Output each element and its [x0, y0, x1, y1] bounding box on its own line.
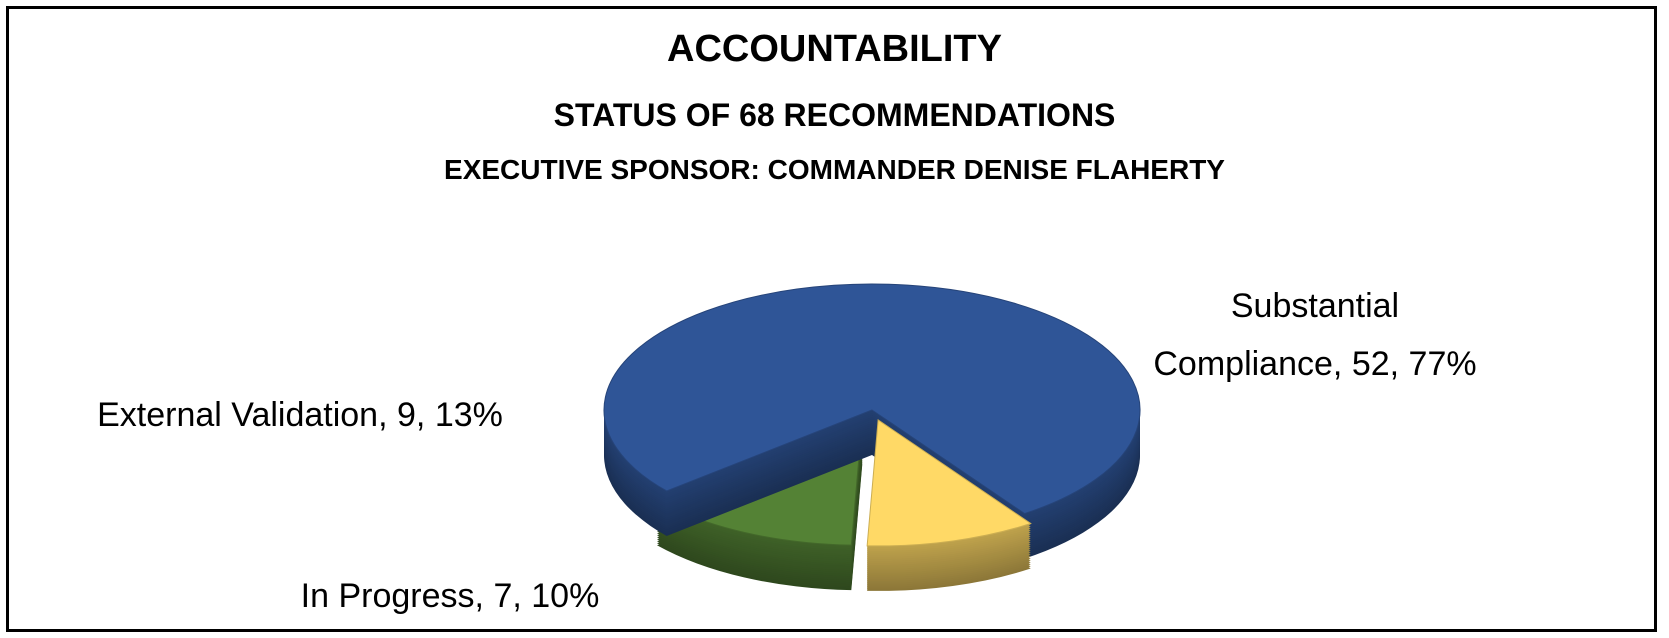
data-label: External Validation, 9, 13%	[97, 396, 503, 434]
chart-title: ACCOUNTABILITY	[667, 28, 1002, 70]
label-part: 9	[397, 396, 416, 434]
chart-subtitle: STATUS OF 68 RECOMMENDATIONS	[553, 97, 1116, 133]
chart-subtitle: EXECUTIVE SPONSOR: COMMANDER DENISE FLAH…	[444, 154, 1225, 185]
frame	[6, 6, 1657, 632]
slice	[866, 419, 1032, 547]
data-label: In Progress, 7, 10%	[300, 577, 600, 615]
label-part: 7	[493, 577, 513, 615]
slice	[603, 283, 1141, 515]
label-part: 10%	[531, 577, 600, 615]
label-part: Substantial Compliance	[1153, 287, 1400, 383]
label-part: 52	[1351, 345, 1390, 383]
label-part: 77%	[1408, 345, 1477, 383]
label-part: External Validation	[97, 396, 379, 434]
data-label: Substantial Compliance, 52, 77%	[1153, 287, 1477, 383]
label-part: 13%	[434, 396, 503, 434]
label-part: In Progress	[300, 577, 475, 615]
